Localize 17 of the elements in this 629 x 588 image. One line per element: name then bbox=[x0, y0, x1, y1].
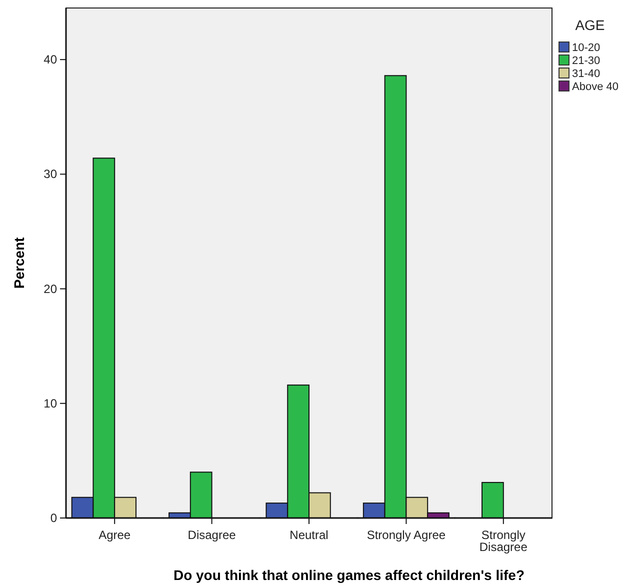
x-tick-label: Strongly Agree bbox=[366, 528, 446, 542]
x-tick-label: Agree bbox=[98, 528, 131, 542]
y-tick-label: 20 bbox=[44, 282, 58, 296]
legend-label: 21-30 bbox=[572, 55, 600, 67]
y-tick-label: 30 bbox=[44, 167, 58, 182]
legend-title: AGE bbox=[575, 17, 605, 33]
x-tick-label: Neutral bbox=[290, 528, 328, 542]
y-axis-title: Percent bbox=[11, 236, 27, 289]
legend-label: 31-40 bbox=[572, 68, 600, 80]
y-tick-label: 40 bbox=[44, 52, 58, 67]
x-tick-label: Disagree bbox=[188, 528, 236, 542]
y-tick-label: 0 bbox=[50, 511, 58, 525]
x-axis-title: Do you think that online games affect children's life? bbox=[173, 567, 525, 583]
y-tick-label: 10 bbox=[44, 396, 58, 410]
legend-label: Above 40 bbox=[572, 81, 618, 93]
legend-label: 10-20 bbox=[572, 42, 600, 54]
x-tick-label: Strongly Disagree bbox=[479, 528, 528, 554]
